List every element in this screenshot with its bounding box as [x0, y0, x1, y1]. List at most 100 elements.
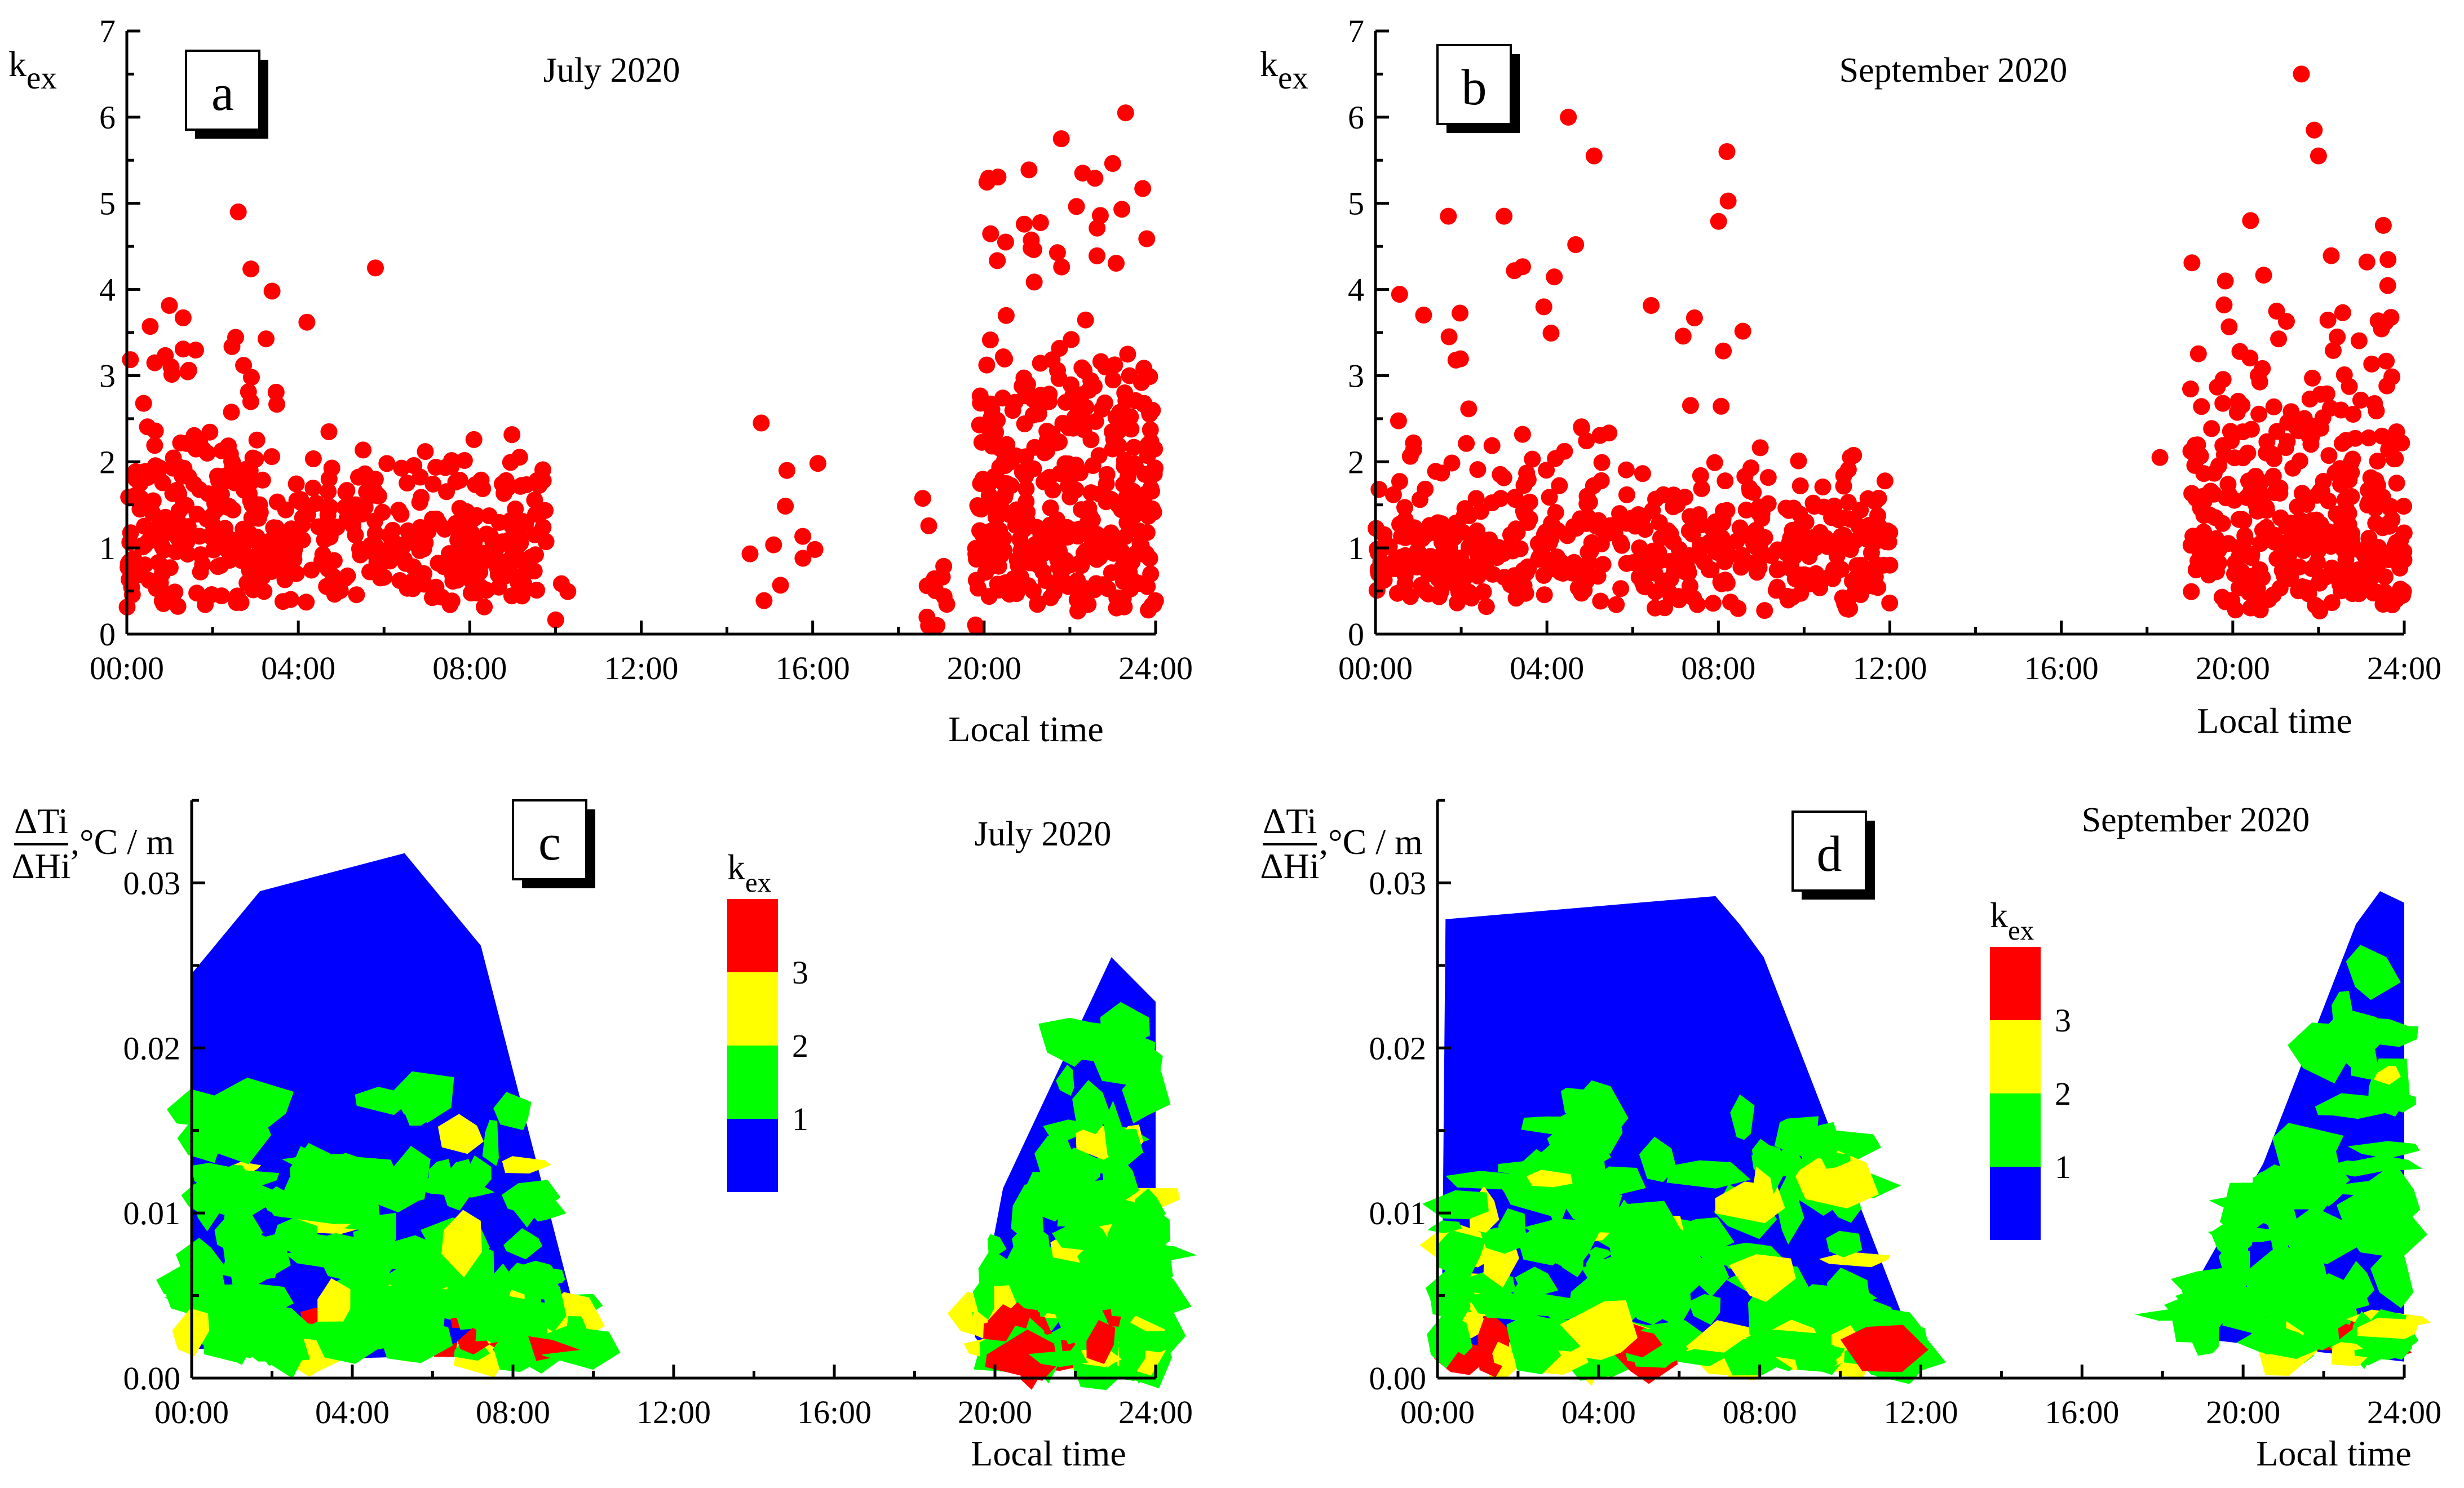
data-point — [254, 471, 271, 489]
contour-patch — [1526, 1170, 1573, 1188]
kex-sub: ex — [745, 867, 771, 898]
data-point — [2360, 540, 2377, 557]
data-point — [1790, 452, 1807, 470]
data-point — [1618, 555, 1635, 572]
data-point — [248, 431, 266, 449]
data-point — [435, 558, 453, 575]
y-label-denominator: ΔHi — [1260, 846, 1319, 886]
contour-patch — [214, 1203, 263, 1257]
data-point — [2264, 586, 2282, 604]
data-point — [1011, 530, 1029, 548]
data-point — [2395, 498, 2412, 515]
data-point — [1073, 386, 1090, 404]
contour-patch — [1438, 1230, 1486, 1282]
data-point — [1524, 450, 1541, 468]
data-point — [1456, 500, 1474, 517]
data-point — [167, 543, 184, 561]
data-point — [1745, 535, 1763, 552]
data-point — [1110, 422, 1127, 440]
contour-patch — [392, 1071, 454, 1123]
data-point — [1684, 508, 1702, 526]
data-point — [215, 468, 233, 485]
contour-patch — [363, 1247, 393, 1282]
data-point — [384, 521, 401, 539]
contour-patch — [1819, 1251, 1890, 1268]
data-point — [361, 563, 378, 581]
data-point — [1617, 461, 1635, 479]
data-point — [997, 485, 1014, 503]
contour-patch — [382, 1265, 458, 1299]
data-point — [2249, 502, 2266, 520]
data-point — [232, 594, 250, 611]
data-point — [223, 338, 241, 355]
data-point — [2337, 551, 2355, 568]
contour-patch — [437, 1114, 484, 1154]
contour-patch — [1565, 1190, 1622, 1229]
data-point — [411, 494, 428, 511]
data-point — [1546, 268, 1563, 286]
data-point — [288, 491, 306, 509]
data-point — [1881, 594, 1899, 612]
contour-patch — [1605, 1278, 1673, 1294]
data-point — [1514, 426, 1531, 443]
data-point — [2340, 516, 2357, 533]
contour-patch — [1821, 1152, 1851, 1169]
data-point — [1142, 480, 1160, 497]
data-point — [2240, 584, 2258, 601]
data-point — [1104, 440, 1121, 458]
contour-patch — [209, 1107, 272, 1164]
data-point — [1659, 522, 1676, 539]
data-point — [1432, 583, 1449, 601]
data-point — [1007, 447, 1025, 464]
data-point — [1565, 518, 1582, 535]
contour-patch — [1653, 1280, 1692, 1327]
data-point — [1692, 467, 1709, 484]
data-point — [1686, 309, 1703, 326]
data-point — [1791, 477, 1809, 494]
data-point — [1390, 412, 1407, 429]
x-tick-label: 20:00 — [2196, 650, 2270, 687]
contour-patch — [1794, 1148, 1879, 1208]
data-point — [1618, 486, 1635, 503]
data-point — [968, 618, 985, 636]
data-point — [268, 493, 286, 511]
data-point — [1591, 427, 1609, 444]
data-point — [347, 526, 364, 544]
data-point — [1483, 494, 1501, 512]
data-point — [2352, 391, 2369, 409]
x-tick-label: 24:00 — [1118, 1394, 1193, 1431]
data-point — [2250, 367, 2267, 384]
data-point — [1090, 447, 1108, 464]
data-point — [1387, 551, 1405, 568]
data-point — [1501, 537, 1519, 555]
y-tick-label: 2 — [99, 444, 116, 480]
data-point — [1094, 576, 1111, 594]
y-tick-label: 7 — [1348, 13, 1364, 50]
y-tick-label: 2 — [1348, 444, 1364, 480]
data-point — [997, 457, 1014, 475]
data-point — [1717, 472, 1734, 490]
x-tick-label: 00:00 — [90, 650, 164, 687]
letter-box — [185, 50, 260, 131]
data-point — [1535, 298, 1552, 316]
data-point — [1693, 480, 1710, 497]
contour-patch — [1086, 1195, 1118, 1223]
data-point — [1077, 311, 1094, 329]
data-point — [2250, 405, 2268, 423]
contour-patch — [2337, 1193, 2381, 1235]
data-point — [1713, 529, 1731, 547]
data-point — [2323, 247, 2340, 264]
panel-title: September 2020 — [1839, 51, 2068, 90]
data-point — [978, 356, 996, 374]
data-point — [1053, 258, 1070, 276]
contour-patch — [493, 1092, 532, 1131]
data-point — [1713, 573, 1731, 590]
data-point — [1854, 578, 1871, 596]
data-point — [2193, 559, 2210, 576]
data-point — [355, 441, 372, 459]
data-point — [1460, 400, 1477, 418]
x-tick-label: 08:00 — [476, 1394, 550, 1431]
data-point — [2392, 531, 2409, 548]
data-point — [1049, 244, 1066, 262]
data-point — [1763, 547, 1780, 564]
